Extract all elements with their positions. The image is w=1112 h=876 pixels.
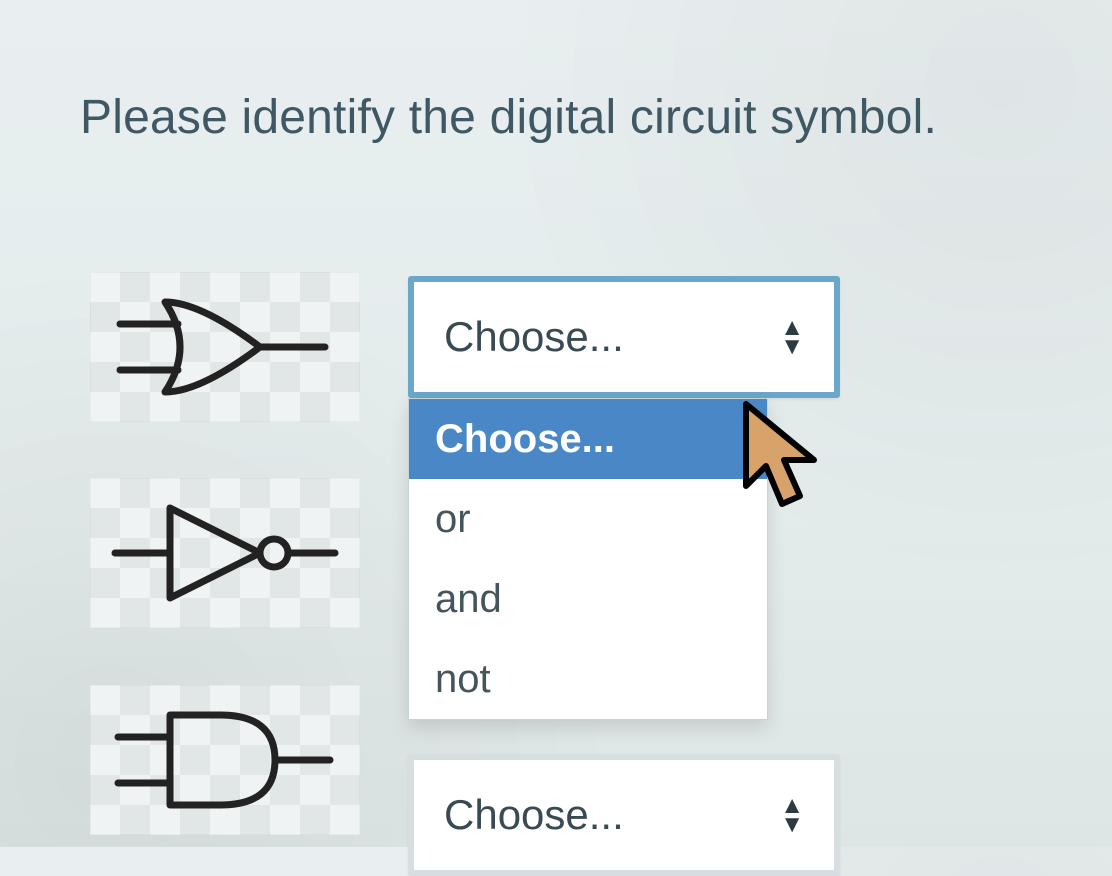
option-not[interactable]: not (409, 639, 767, 719)
option-and[interactable]: and (409, 559, 767, 639)
option-or[interactable]: or (409, 479, 767, 559)
option-choose[interactable]: Choose... (409, 399, 767, 479)
select-label: Choose... (444, 791, 762, 839)
sort-icon: ▲▼ (780, 796, 804, 834)
select-gate-1[interactable]: Choose... ▲▼ (408, 276, 840, 398)
not-gate-icon (90, 478, 360, 628)
sort-icon: ▲▼ (780, 318, 804, 356)
question-text: Please identify the digital circuit symb… (80, 90, 1052, 145)
and-gate-icon (90, 685, 360, 835)
select-gate-3[interactable]: Choose... ▲▼ (408, 754, 840, 876)
select-dropdown[interactable]: Choose...orandnot (408, 398, 768, 720)
select-label: Choose... (444, 313, 762, 361)
gate-thumb-not-gate (90, 478, 360, 628)
or-gate-icon (90, 272, 360, 422)
gate-thumb-and-gate (90, 685, 360, 835)
gate-thumb-or-gate (90, 272, 360, 422)
